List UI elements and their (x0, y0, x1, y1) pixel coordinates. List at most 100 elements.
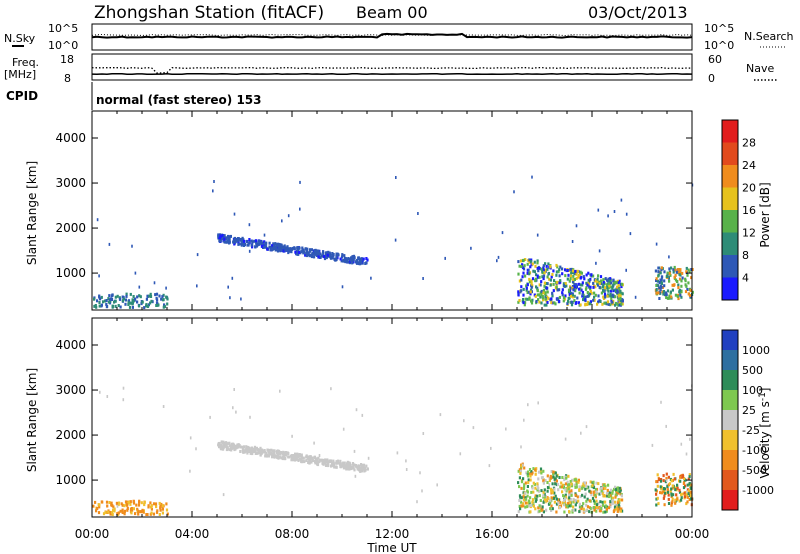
echo-cell (517, 260, 520, 264)
echo-cell (575, 485, 578, 489)
echo-cell (552, 470, 555, 474)
echo-cell (107, 300, 110, 304)
echo-cell (674, 293, 677, 297)
echo-cell (619, 509, 622, 513)
velocity-colorbar-label: Velocity [m s-1] (758, 388, 772, 479)
echo-cell (656, 473, 659, 477)
colorbar-swatch (722, 450, 738, 470)
echo-cell (396, 451, 399, 455)
echo-cell (309, 455, 312, 459)
echo-cell (239, 445, 242, 449)
echo-cell (562, 494, 565, 498)
echo-cell (587, 271, 590, 275)
echo-cell (128, 305, 132, 309)
echo-cell (148, 294, 151, 298)
echo-cell (543, 495, 546, 499)
echo-cell (583, 481, 587, 485)
echo-cell (602, 278, 605, 282)
echo-cell (610, 497, 613, 500)
echo-cell (534, 499, 537, 503)
echo-cell (313, 249, 316, 253)
echo-cell (146, 305, 150, 308)
echo-cell (533, 260, 536, 264)
echo-cell (595, 506, 599, 509)
echo-cell (583, 509, 586, 513)
echo-cell (563, 510, 566, 514)
echo-cell (551, 491, 554, 494)
echo-cell (332, 253, 335, 256)
echo-cell (673, 486, 677, 490)
echo-cell (155, 292, 159, 296)
echo-cell (666, 490, 670, 494)
echo-cell (146, 513, 149, 516)
echo-cell (277, 456, 280, 460)
echo-cell (556, 297, 559, 301)
echo-cell (601, 492, 604, 495)
echo-cell (119, 509, 122, 513)
echo-cell (284, 248, 287, 252)
echo-cell (534, 294, 537, 298)
echo-cell (527, 403, 529, 407)
echo-cell (671, 486, 674, 490)
echo-cell (526, 262, 529, 266)
echo-cell (578, 488, 581, 492)
echo-cell (537, 489, 540, 493)
echo-cell (255, 244, 258, 248)
echo-cell (682, 474, 685, 478)
echo-cell (674, 498, 677, 502)
echo-cell (251, 245, 254, 249)
echo-cell (569, 286, 572, 290)
echo-cell (620, 291, 623, 295)
echo-cell (319, 255, 322, 259)
echo-cell (526, 505, 529, 509)
echo-cell (165, 295, 168, 299)
echo-cell (125, 292, 128, 296)
echo-cell (519, 469, 522, 473)
echo-cell (611, 499, 614, 503)
echo-cell (655, 497, 658, 501)
echo-cell (680, 279, 683, 283)
echo-cell (539, 295, 542, 299)
echo-cell (611, 302, 614, 306)
echo-cell (563, 503, 565, 507)
echo-cell (395, 176, 397, 179)
echo-cell (580, 271, 583, 275)
echo-cell (117, 304, 120, 307)
echo-cell (585, 503, 588, 507)
echo-cell (660, 285, 663, 289)
velocity-cells (92, 384, 694, 516)
echo-cell (147, 303, 150, 307)
echo-cell (565, 476, 568, 480)
echo-cell (574, 289, 577, 293)
echo-cell (545, 508, 548, 512)
echo-cell (555, 479, 558, 483)
echo-cell (674, 488, 677, 492)
echo-cell (573, 294, 576, 298)
echo-cell (571, 285, 575, 288)
echo-cell (529, 504, 533, 507)
echo-cell (552, 475, 555, 479)
echo-cell (614, 303, 617, 307)
echo-cell (310, 248, 313, 252)
echo-cell (581, 293, 584, 296)
echo-cell (520, 278, 523, 282)
echo-cell (142, 509, 145, 513)
echo-cell (564, 268, 567, 272)
echo-cell (166, 302, 169, 306)
echo-cell (155, 510, 159, 514)
echo-cell (575, 224, 578, 228)
echo-cell (131, 305, 134, 309)
echo-cell (517, 481, 520, 485)
echo-cell (687, 268, 690, 272)
echo-cell (589, 290, 592, 293)
echo-cell (544, 268, 548, 272)
echo-cell (574, 503, 577, 507)
cpid-text: normal (fast stereo) 153 (96, 93, 262, 107)
echo-cell (611, 491, 614, 495)
echo-cell (364, 261, 368, 265)
echo-cell (690, 268, 693, 271)
echo-cell (126, 507, 129, 510)
echo-cell (568, 290, 571, 294)
echo-cell (687, 281, 690, 285)
echo-cell (684, 478, 687, 482)
